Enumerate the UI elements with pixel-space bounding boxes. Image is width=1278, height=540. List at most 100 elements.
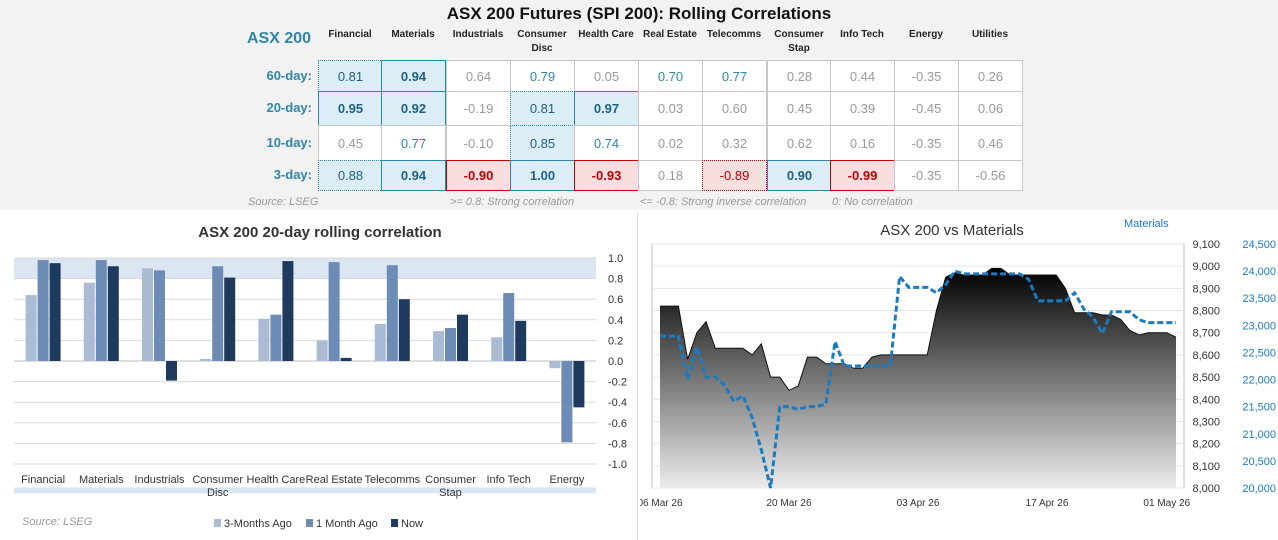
bar-3-months-ago	[374, 323, 386, 361]
row-label: 3-day:	[273, 167, 312, 182]
bar-1-month-ago	[445, 328, 456, 361]
bar-1-month-ago	[561, 361, 573, 443]
left-axis-label: 8,500	[1192, 372, 1220, 384]
row-label: 20-day:	[266, 100, 312, 115]
correlation-cell: 0.77	[381, 125, 446, 161]
y-tick-label: -0.8	[608, 438, 627, 450]
correlation-cell: 0.32	[702, 125, 767, 161]
bar-1-month-ago	[270, 314, 282, 361]
legend-swatch	[391, 519, 398, 527]
correlation-cell: -0.19	[446, 91, 511, 126]
column-header-line1: Financial	[328, 29, 372, 40]
correlation-cell: 0.81	[318, 60, 383, 92]
column-header-line2: Stap	[788, 43, 810, 54]
bar-now	[107, 266, 119, 361]
strong-band-bottom	[14, 487, 596, 494]
correlation-cell: 0.05	[574, 60, 639, 92]
column-header-line1: Real Estate	[643, 29, 697, 40]
column-header-line1: Industrials	[452, 29, 504, 40]
correlation-cell: 0.44	[830, 60, 895, 92]
column-header-line1: Materials	[391, 29, 435, 40]
materials-line	[660, 269, 1176, 489]
x-tick-label: Financial	[21, 474, 65, 486]
bar-chart-title: ASX 200 20-day rolling correlation	[198, 224, 442, 241]
line-chart-panel: ASX 200 vs Materials Materials 9,100 9,00…	[640, 212, 1278, 540]
correlation-cell: 0.46	[958, 125, 1023, 161]
column-header-8: Info Tech	[830, 28, 894, 42]
correlation-cell: 0.77	[702, 60, 767, 92]
bar-now	[573, 361, 585, 408]
y-tick-label: 0.0	[608, 356, 623, 368]
column-header-9: Energy	[894, 28, 958, 42]
left-axis-label: 8,800	[1192, 306, 1220, 318]
y-tick-label: 1.0	[608, 253, 623, 265]
x-tick-label: Health Care	[247, 474, 306, 486]
correlation-cell: 0.02	[638, 125, 703, 161]
bar-3-months-ago	[200, 358, 212, 361]
left-axis-label: 8,900	[1192, 283, 1220, 295]
correlation-cell: -0.93	[574, 160, 639, 191]
correlation-cell: 0.74	[574, 125, 639, 161]
y-tick-label: -1.0	[608, 459, 627, 471]
correlation-cell: -0.35	[894, 60, 959, 92]
left-axis-label: 8,600	[1192, 350, 1220, 362]
bar-1-month-ago	[212, 266, 224, 361]
y-tick-label: -0.6	[608, 418, 627, 430]
x-tick-label: Telecomms	[364, 474, 420, 486]
column-header-line1: Info Tech	[840, 29, 884, 40]
left-axis-label: 9,100	[1192, 239, 1220, 251]
left-axis-label: 8,100	[1192, 461, 1220, 473]
column-header-3: Consumer Disc	[510, 28, 574, 56]
x-tick-label: Info Tech	[486, 474, 530, 486]
column-header-5: Real Estate	[638, 28, 702, 42]
legend-swatch	[306, 519, 313, 527]
y-tick-label: 0.8	[608, 274, 623, 286]
correlation-cell: 0.94	[381, 160, 446, 191]
x-tick-label: Energy	[549, 474, 584, 486]
correlation-cell: 0.94	[381, 60, 446, 92]
column-header-6: Telecomms	[702, 28, 766, 42]
line-chart: 9,100 9,000 8,900 8,800 8,700 8,600 8,500 8,400…	[640, 239, 1276, 509]
correlation-cell: 0.97	[574, 91, 639, 126]
correlation-cell: 0.95	[318, 91, 383, 126]
bar-3-months-ago	[142, 268, 153, 361]
bar-1-month-ago	[37, 260, 49, 361]
correlation-cell: 0.90	[767, 160, 832, 191]
y-tick-label: 0.6	[608, 294, 623, 306]
bar-1-month-ago	[386, 265, 398, 361]
left-axis-label: 8,200	[1192, 439, 1220, 451]
legend-strong: >= 0.8: Strong correlation	[450, 196, 575, 208]
bar-3-months-ago	[549, 361, 561, 369]
correlation-cell: 1.00	[510, 160, 575, 191]
correlation-cell: 0.28	[767, 60, 832, 92]
x-tick-label: 03 Apr 26	[897, 498, 940, 509]
column-header-line1: Energy	[909, 29, 943, 40]
index-label: ASX 200	[247, 30, 312, 47]
left-axis-label: 8,400	[1192, 394, 1220, 406]
column-header-line1: Consumer	[517, 29, 567, 40]
column-header-line1: Health Care	[578, 29, 634, 40]
page-title: ASX 200 Futures (SPI 200): Rolling Corre…	[446, 4, 832, 23]
correlation-cell: 0.70	[638, 60, 703, 92]
column-header-line1: Telecomms	[706, 29, 762, 40]
correlation-table-panel: ASX 200 Futures (SPI 200): Rolling Corre…	[0, 0, 1278, 210]
bar-1-month-ago	[95, 260, 107, 361]
column-header-10: Utilities	[958, 28, 1022, 42]
table-source: Source: LSEG	[248, 196, 319, 208]
left-axis-label: 9,000	[1192, 261, 1220, 273]
bar-3-months-ago	[433, 331, 444, 361]
column-header-4: Health Care	[574, 28, 638, 42]
column-header-line1: Utilities	[971, 29, 1009, 40]
legend-none: 0: No correlation	[832, 196, 913, 208]
right-axis-label: 24,000	[1242, 266, 1276, 278]
correlation-cell: 0.64	[446, 60, 511, 92]
y-tick-label: 0.4	[608, 315, 623, 327]
correlation-cell: 0.26	[958, 60, 1023, 92]
correlation-cell: -0.90	[446, 160, 511, 191]
x-tick-label: 20 Mar 26	[766, 498, 811, 509]
bar-now	[224, 277, 236, 361]
y-tick-label: -0.2	[608, 377, 627, 389]
panel-divider	[637, 212, 638, 540]
bar-now	[457, 314, 468, 361]
legend-label: Now	[401, 518, 423, 530]
